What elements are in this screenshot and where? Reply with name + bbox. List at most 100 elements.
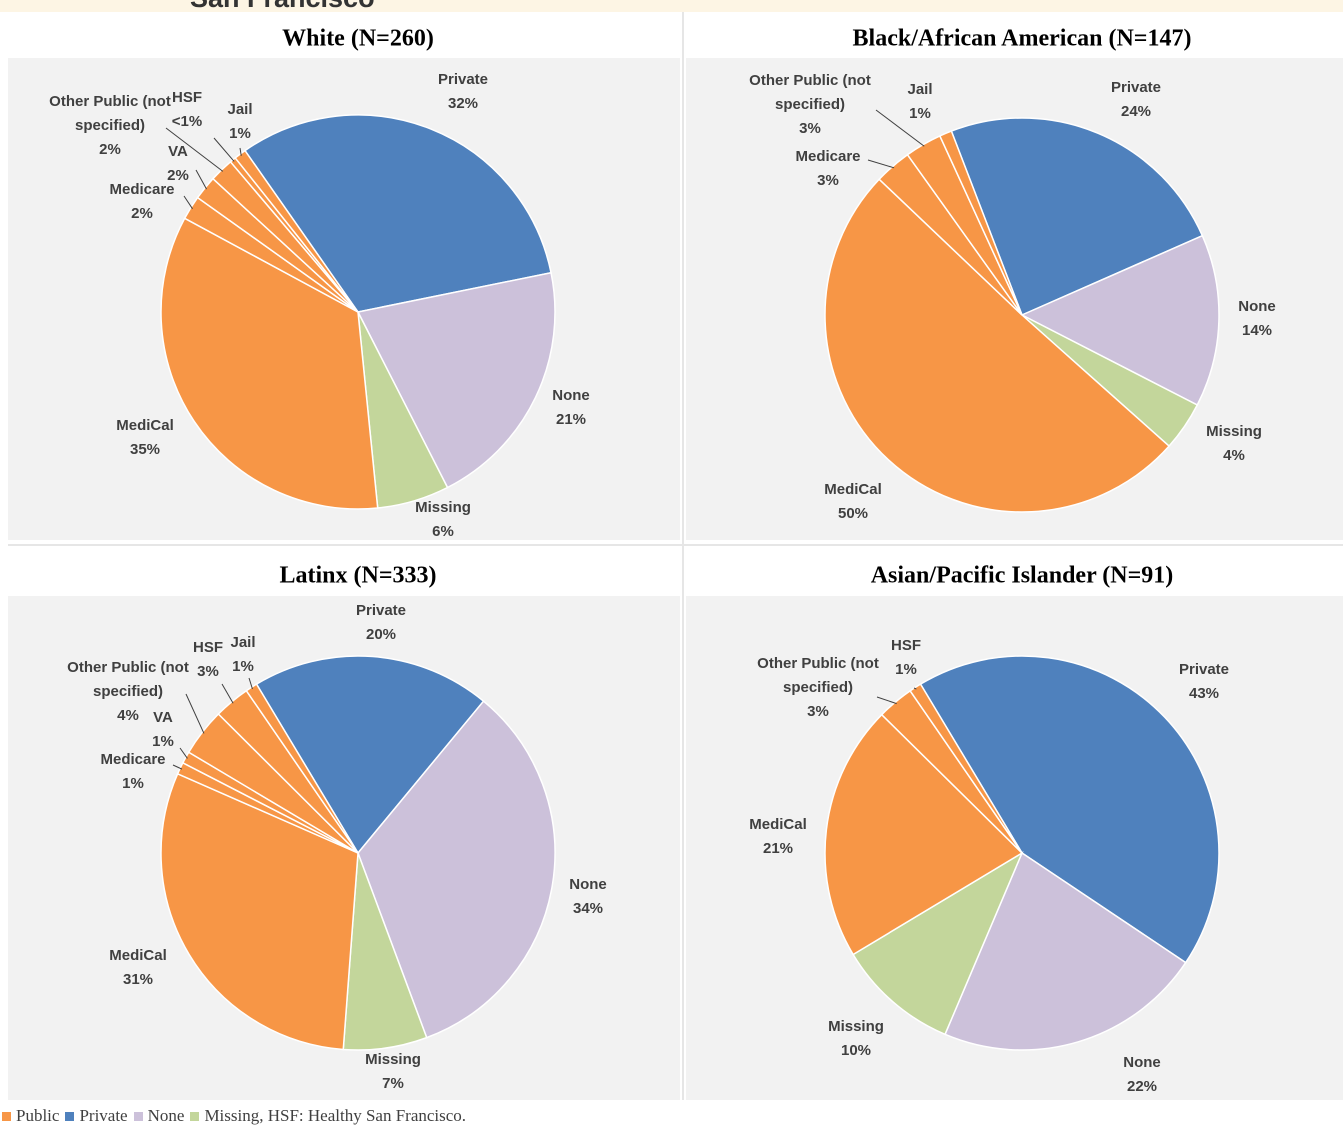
leader-line — [875, 109, 925, 147]
pie-slice — [944, 851, 1187, 1051]
slice-value: 3% — [817, 172, 839, 189]
slice-name: None — [569, 876, 607, 893]
slice-value: 34% — [572, 900, 604, 917]
legend-item: Missing, HSF: Healthy San Francisco. — [190, 1106, 466, 1126]
slice-name: MediCal — [109, 947, 167, 964]
slice-value: 4% — [1223, 447, 1245, 464]
slice-value: <1% — [171, 113, 203, 130]
slice-value: 10% — [840, 1042, 872, 1059]
legend-item: Private — [65, 1106, 128, 1126]
slice-name: None — [1123, 1054, 1161, 1071]
slice-value: 35% — [129, 441, 161, 458]
slice-label: HSF 1% — [891, 634, 921, 682]
slice-value: 21% — [762, 840, 794, 857]
slice-value: 1% — [909, 105, 931, 122]
slice-label: Missing 7% — [365, 1048, 421, 1096]
legend-label: Missing — [204, 1106, 260, 1125]
chart-title: White (N=260) — [282, 26, 434, 52]
slice-value: 43% — [1188, 685, 1220, 702]
slice-name: VA — [153, 709, 173, 726]
slice-label: MediCal 35% — [116, 414, 174, 462]
slice-name: None — [552, 387, 590, 404]
slice-label: MediCal 50% — [824, 478, 882, 526]
slice-label: Missing 4% — [1206, 420, 1262, 468]
pie-slice — [919, 655, 1220, 964]
slice-value: 31% — [122, 971, 154, 988]
slice-label: None 34% — [569, 873, 607, 921]
pie-slice — [909, 683, 1023, 854]
header-band: San Francisco — [0, 0, 1343, 12]
slice-value: 1% — [122, 775, 144, 792]
slice-label: Other Public (not specified) 3% — [749, 69, 871, 141]
leader-line — [195, 169, 207, 190]
slice-label: HSF <1% — [172, 86, 202, 134]
slice-name: Jail — [227, 101, 253, 118]
slice-label: Other Public (not specified) 4% — [67, 656, 189, 728]
legend-label: Public — [16, 1106, 60, 1125]
chart-title: Asian/Pacific Islander (N=91) — [871, 563, 1174, 589]
slice-name: Other Public (not specified) — [757, 655, 879, 696]
slice-name: Missing — [1206, 423, 1262, 440]
pie-slice — [938, 130, 1023, 316]
chart-title: Black/African American (N=147) — [853, 26, 1192, 52]
slice-name: Missing — [415, 499, 471, 516]
leader-line — [867, 159, 895, 169]
pie-slice — [824, 713, 1024, 956]
slice-label: None 14% — [1238, 295, 1276, 343]
chart-title: Latinx (N=333) — [279, 563, 436, 589]
slice-name: HSF — [193, 639, 223, 656]
slice-name: VA — [168, 143, 188, 160]
slice-name: MediCal — [749, 816, 807, 833]
slice-label: Private 24% — [1111, 76, 1161, 124]
legend-swatch — [190, 1112, 200, 1121]
slice-value: 2% — [99, 141, 121, 158]
header-title: San Francisco — [190, 0, 375, 12]
slice-value: 20% — [365, 626, 397, 643]
slice-name: MediCal — [116, 417, 174, 434]
slice-value: 3% — [799, 120, 821, 137]
slice-label: Medicare 1% — [100, 748, 165, 796]
leader-line — [213, 137, 235, 162]
slice-value: 50% — [837, 505, 869, 522]
legend-label: None — [147, 1106, 185, 1125]
slice-value: 6% — [432, 523, 454, 540]
pie-slice — [160, 217, 379, 510]
slice-name: Medicare — [795, 148, 861, 165]
slice-name: Other Public (not specified) — [67, 659, 189, 700]
slice-label: Other Public (not specified) 3% — [757, 652, 879, 724]
slice-value: 32% — [447, 95, 479, 112]
legend-swatch — [133, 1112, 143, 1121]
slice-name: Other Public (not specified) — [749, 72, 871, 113]
slice-name: HSF — [891, 637, 921, 654]
slice-label: MediCal 21% — [749, 813, 807, 861]
leader-line — [172, 764, 183, 770]
slice-name: Private — [1178, 661, 1230, 678]
slice-value: 14% — [1241, 322, 1273, 339]
slice-label: None 22% — [1123, 1051, 1161, 1099]
slice-label: Jail 1% — [907, 78, 932, 126]
pie-slice — [245, 683, 359, 854]
leader-line — [221, 683, 234, 704]
pie-slice — [255, 655, 485, 855]
slice-value: 24% — [1120, 103, 1152, 120]
slice-name: Private — [1110, 79, 1162, 96]
legend-item: None — [133, 1106, 185, 1126]
leader-line — [239, 147, 242, 156]
slice-name: None — [1238, 298, 1276, 315]
pie-slice — [824, 178, 1171, 513]
legend: Public Private None Missing, HSF: Healthy S… — [2, 1106, 466, 1126]
slice-value: 7% — [382, 1075, 404, 1092]
slice-label: VA 2% — [167, 140, 189, 188]
slice-label: Private 43% — [1179, 658, 1229, 706]
slice-label: None 21% — [552, 384, 590, 432]
slice-value: 21% — [555, 411, 587, 428]
slice-value: 1% — [229, 125, 251, 142]
leader-line — [183, 195, 193, 210]
leader-line — [248, 677, 253, 690]
pie-slice — [950, 117, 1204, 317]
legend-swatch — [2, 1112, 11, 1121]
legend-item: Public — [2, 1106, 59, 1126]
slice-label: Missing 6% — [415, 496, 471, 544]
leader-line — [876, 696, 897, 705]
pie-slice — [357, 700, 556, 1039]
